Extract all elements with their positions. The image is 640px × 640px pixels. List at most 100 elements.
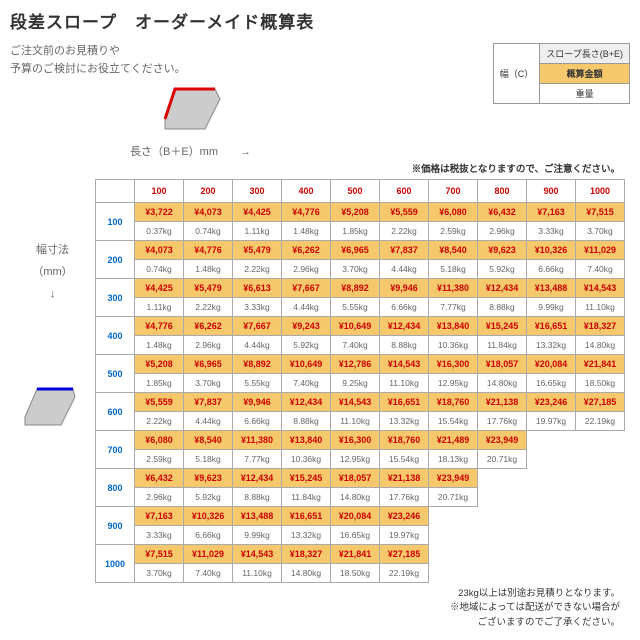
- weight-cell: 4.44kg: [184, 412, 233, 431]
- weight-cell: 2.96kg: [135, 488, 184, 507]
- weight-cell: 2.96kg: [282, 260, 331, 279]
- weight-cell: 18.50kg: [331, 564, 380, 583]
- price-cell: ¥5,208: [331, 203, 380, 222]
- price-cell: ¥8,892: [331, 279, 380, 298]
- length-header: 700: [429, 180, 478, 203]
- price-cell: ¥6,432: [478, 203, 527, 222]
- weight-cell: 0.74kg: [135, 260, 184, 279]
- weight-cell: 22.19kg: [380, 564, 429, 583]
- price-cell: ¥12,434: [233, 469, 282, 488]
- price-cell: ¥5,559: [380, 203, 429, 222]
- weight-cell: 6.66kg: [380, 298, 429, 317]
- price-cell: ¥21,138: [478, 393, 527, 412]
- blank-cell: [429, 507, 478, 545]
- weight-cell: 13.32kg: [282, 526, 331, 545]
- weight-cell: 2.96kg: [184, 336, 233, 355]
- price-cell: ¥16,651: [527, 317, 576, 336]
- slope-icon-side: [23, 385, 83, 430]
- width-header: 700: [96, 431, 135, 469]
- price-cell: ¥7,163: [135, 507, 184, 526]
- weight-cell: 3.33kg: [527, 222, 576, 241]
- weight-cell: 0.74kg: [184, 222, 233, 241]
- price-cell: ¥11,029: [576, 241, 625, 260]
- weight-cell: 8.88kg: [380, 336, 429, 355]
- price-cell: ¥16,300: [331, 431, 380, 450]
- weight-cell: 2.22kg: [184, 298, 233, 317]
- price-cell: ¥23,949: [478, 431, 527, 450]
- price-cell: ¥7,515: [135, 545, 184, 564]
- weight-cell: 1.11kg: [135, 298, 184, 317]
- weight-cell: 16.65kg: [527, 374, 576, 393]
- weight-cell: 4.44kg: [380, 260, 429, 279]
- width-header: 100: [96, 203, 135, 241]
- length-header: 500: [331, 180, 380, 203]
- weight-cell: 2.96kg: [478, 222, 527, 241]
- weight-cell: 1.48kg: [282, 222, 331, 241]
- footer-1: 23kg以上は別途お見積りとなります。: [10, 587, 620, 601]
- weight-cell: 14.80kg: [282, 564, 331, 583]
- legend-table: 幅（C）スロープ長さ(B+E) 概算金額 重量: [493, 43, 630, 104]
- price-cell: ¥14,543: [380, 355, 429, 374]
- weight-cell: 5.18kg: [429, 260, 478, 279]
- price-cell: ¥10,326: [184, 507, 233, 526]
- length-header: 400: [282, 180, 331, 203]
- price-cell: ¥14,543: [576, 279, 625, 298]
- length-header: 600: [380, 180, 429, 203]
- price-cell: ¥18,327: [576, 317, 625, 336]
- price-cell: ¥7,667: [233, 317, 282, 336]
- length-header: 900: [527, 180, 576, 203]
- price-cell: ¥27,185: [380, 545, 429, 564]
- price-cell: ¥15,245: [478, 317, 527, 336]
- width-header: 400: [96, 317, 135, 355]
- price-cell: ¥16,300: [429, 355, 478, 374]
- length-header: 300: [233, 180, 282, 203]
- price-cell: ¥21,841: [576, 355, 625, 374]
- price-cell: ¥6,965: [331, 241, 380, 260]
- price-cell: ¥23,246: [527, 393, 576, 412]
- weight-cell: 9.99kg: [233, 526, 282, 545]
- price-cell: ¥9,623: [184, 469, 233, 488]
- weight-cell: 17.76kg: [478, 412, 527, 431]
- price-cell: ¥12,434: [282, 393, 331, 412]
- weight-cell: 20.71kg: [478, 450, 527, 469]
- blank-cell: [576, 507, 625, 545]
- weight-cell: 17.76kg: [380, 488, 429, 507]
- price-cell: ¥16,651: [282, 507, 331, 526]
- weight-cell: 1.48kg: [184, 260, 233, 279]
- price-cell: ¥8,540: [429, 241, 478, 260]
- weight-cell: 5.92kg: [282, 336, 331, 355]
- price-cell: ¥6,965: [184, 355, 233, 374]
- price-cell: ¥15,245: [282, 469, 331, 488]
- weight-cell: 2.22kg: [135, 412, 184, 431]
- length-header: 1000: [576, 180, 625, 203]
- price-cell: ¥4,776: [135, 317, 184, 336]
- price-cell: ¥7,667: [282, 279, 331, 298]
- price-cell: ¥13,488: [233, 507, 282, 526]
- length-axis-label: 長さ（B＋E）mm →: [130, 143, 630, 159]
- price-cell: ¥12,434: [380, 317, 429, 336]
- price-cell: ¥12,786: [331, 355, 380, 374]
- weight-cell: 18.13kg: [429, 450, 478, 469]
- weight-cell: 3.33kg: [233, 298, 282, 317]
- width-label-1: 幅寸法: [10, 239, 95, 261]
- price-cell: ¥9,243: [282, 317, 331, 336]
- footer-3: ございますのでご了承ください。: [10, 616, 620, 630]
- price-cell: ¥13,840: [282, 431, 331, 450]
- weight-cell: 1.48kg: [135, 336, 184, 355]
- price-cell: ¥18,760: [380, 431, 429, 450]
- width-header: 500: [96, 355, 135, 393]
- weight-cell: 7.40kg: [184, 564, 233, 583]
- price-cell: ¥18,760: [429, 393, 478, 412]
- price-cell: ¥18,057: [331, 469, 380, 488]
- blank-cell: [576, 431, 625, 469]
- price-grid: 1002003004005006007008009001000100¥3,722…: [95, 179, 625, 583]
- price-cell: ¥18,057: [478, 355, 527, 374]
- price-cell: ¥4,073: [135, 241, 184, 260]
- price-cell: ¥27,185: [576, 393, 625, 412]
- price-cell: ¥4,776: [282, 203, 331, 222]
- price-cell: ¥6,262: [184, 317, 233, 336]
- weight-cell: 2.59kg: [135, 450, 184, 469]
- weight-cell: 6.66kg: [184, 526, 233, 545]
- weight-cell: 7.40kg: [576, 260, 625, 279]
- price-cell: ¥13,840: [429, 317, 478, 336]
